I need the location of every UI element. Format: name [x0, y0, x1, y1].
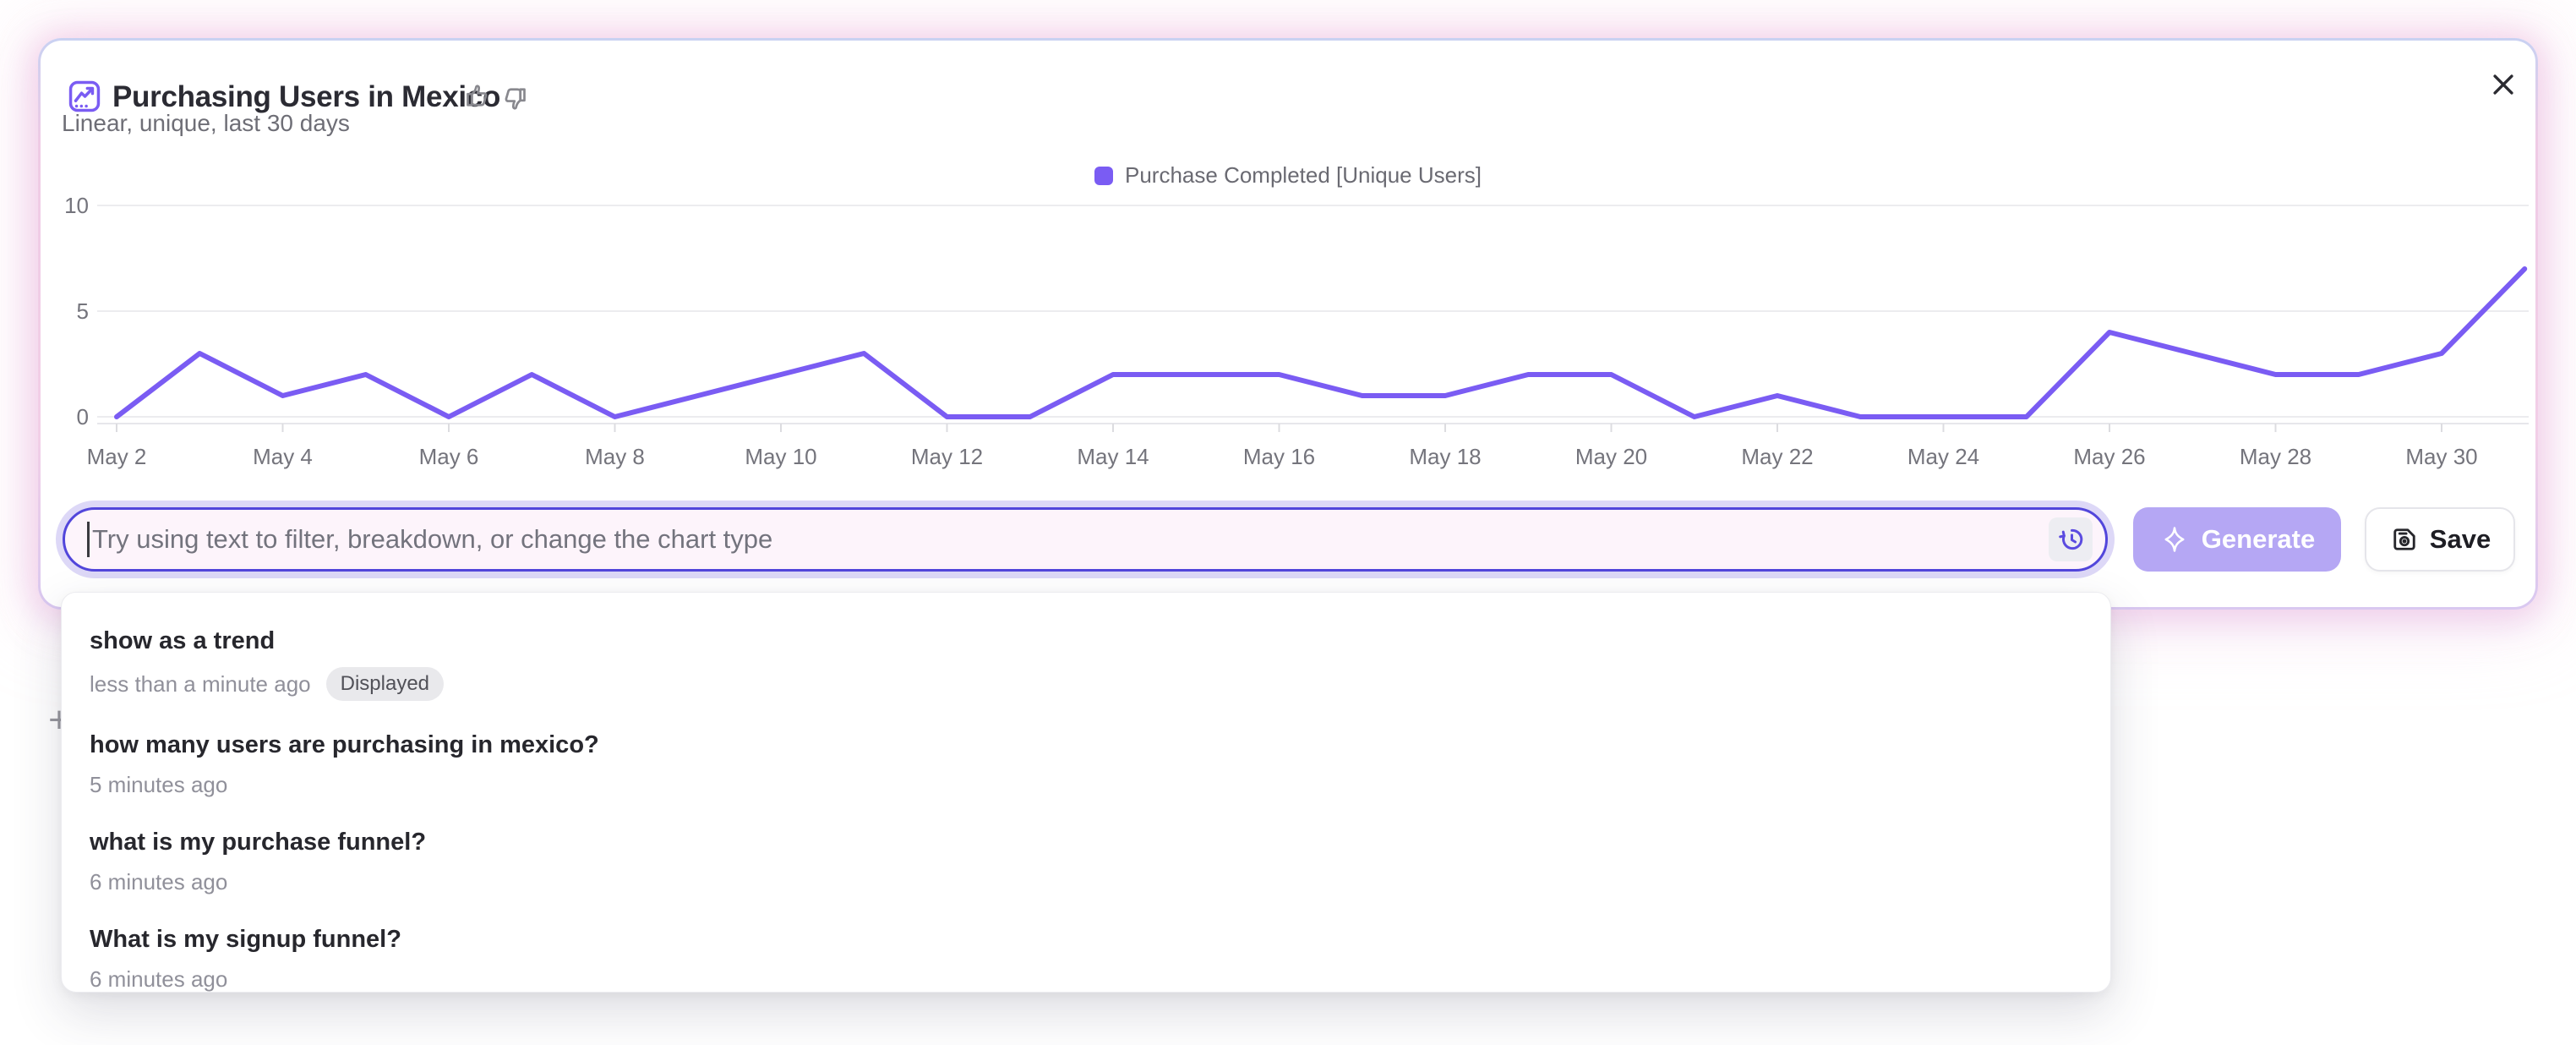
legend-swatch: [1094, 166, 1113, 185]
history-item-query: What is my signup funnel?: [90, 926, 401, 953]
card-title: Purchasing Users in Mexico: [112, 80, 501, 113]
history-item-query: how many users are purchasing in mexico?: [90, 731, 599, 758]
history-item-meta: less than a minute ago Displayed: [90, 667, 2082, 701]
displayed-badge: Displayed: [325, 667, 445, 701]
save-icon: [2393, 528, 2415, 550]
svg-text:May 4: May 4: [253, 444, 313, 469]
thumbs-down-icon[interactable]: [500, 84, 531, 114]
svg-text:0: 0: [77, 404, 89, 429]
history-item[interactable]: how many users are purchasing in mexico?…: [90, 715, 2082, 812]
close-button[interactable]: [2483, 64, 2524, 105]
svg-text:May 6: May 6: [419, 444, 479, 469]
card-subtitle: Linear, unique, last 30 days: [62, 110, 350, 136]
close-icon: [2493, 74, 2513, 95]
query-input[interactable]: Try using text to filter, breakdown, or …: [63, 507, 2108, 572]
history-button[interactable]: [2049, 517, 2093, 561]
svg-text:May 2: May 2: [87, 444, 147, 469]
svg-text:May 16: May 16: [1243, 444, 1315, 469]
history-item-meta: 6 minutes ago: [90, 868, 2082, 895]
save-button-label: Save: [2429, 524, 2491, 554]
history-item-meta: 6 minutes ago: [90, 966, 2082, 993]
history-item[interactable]: show as a trend less than a minute ago D…: [90, 611, 2082, 715]
history-item[interactable]: what is my purchase funnel? 6 minutes ag…: [90, 812, 2082, 910]
line-chart: 0 5 10 May 2 May 4 May 6 May 8 May 10 May 12 May …: [64, 194, 2529, 469]
svg-text:May 28: May 28: [2240, 444, 2311, 469]
insights-chart-icon: [68, 80, 101, 112]
svg-text:May 20: May 20: [1575, 444, 1647, 469]
legend-label: Purchase Completed [Unique Users]: [1125, 162, 1482, 188]
history-item-query: show as a trend: [90, 627, 276, 654]
svg-text:5: 5: [77, 298, 89, 324]
svg-text:May 30: May 30: [2405, 444, 2477, 469]
svg-text:10: 10: [64, 194, 89, 218]
generate-button[interactable]: Generate: [2133, 507, 2341, 572]
query-history-dropdown: show as a trend less than a minute ago D…: [61, 592, 2111, 993]
svg-text:May 12: May 12: [911, 444, 983, 469]
svg-text:May 24: May 24: [1907, 444, 1979, 469]
history-item[interactable]: What is my signup funnel? 6 minutes ago: [90, 910, 2082, 1007]
sparkle-icon: [2164, 527, 2185, 552]
svg-text:May 10: May 10: [745, 444, 816, 469]
svg-text:May 22: May 22: [1741, 444, 1813, 469]
svg-text:May 18: May 18: [1409, 444, 1481, 469]
chart-legend: Purchase Completed [Unique Users]: [38, 162, 2538, 189]
thumbs-up-icon[interactable]: [461, 80, 492, 111]
history-item-meta: 5 minutes ago: [90, 771, 2082, 798]
history-item-time: 6 minutes ago: [90, 869, 228, 895]
history-clock-icon: [2059, 528, 2083, 550]
history-item-time: less than a minute ago: [90, 671, 311, 697]
history-item-time: 5 minutes ago: [90, 772, 228, 797]
query-placeholder: Try using text to filter, breakdown, or …: [92, 524, 773, 554]
history-item-time: 6 minutes ago: [90, 966, 228, 992]
text-caret: [87, 522, 90, 557]
save-button[interactable]: Save: [2365, 507, 2515, 572]
svg-text:May 8: May 8: [585, 444, 645, 469]
history-item-query: what is my purchase funnel?: [90, 829, 427, 856]
svg-text:May 14: May 14: [1077, 444, 1149, 469]
generate-button-label: Generate: [2201, 524, 2316, 554]
svg-text:May 26: May 26: [2073, 444, 2145, 469]
